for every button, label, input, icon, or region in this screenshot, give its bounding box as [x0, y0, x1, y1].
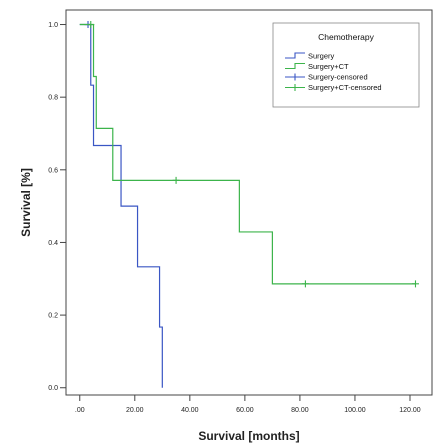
- legend-box: [272, 22, 420, 108]
- x-tick-label: 60.00: [236, 407, 254, 414]
- x-axis-title: Survival [months]: [198, 429, 299, 443]
- legend-swatch-censor: [285, 84, 305, 91]
- series-line-surgery: [79, 23, 163, 388]
- x-tick-label: 120.00: [399, 407, 421, 414]
- y-tick-label: 0.6: [48, 167, 58, 174]
- y-axis-title: Survival [%]: [19, 168, 33, 237]
- y-tick-label: 0.8: [48, 95, 58, 102]
- x-tick-label: 40.00: [181, 407, 199, 414]
- y-tick-label: 1.0: [48, 22, 58, 29]
- x-tick-label: .00: [75, 407, 85, 414]
- x-axis: .00 20.00 40.00 60.00 80.00 100.00 120.00: [75, 395, 421, 414]
- x-tick-label: 100.00: [344, 407, 366, 414]
- y-tick-label: 0.4: [48, 240, 58, 247]
- y-axis: 0.0 0.2 0.4 0.6 0.8 1.0: [48, 22, 66, 392]
- series-group: [79, 21, 419, 388]
- legend-entry-label: Surgery+CT: [308, 62, 349, 71]
- legend-entry-label: Surgery+CT-censored: [308, 83, 382, 92]
- x-tick-label: 80.00: [291, 407, 309, 414]
- legend-entry-label: Surgery: [308, 52, 335, 61]
- series-line-surgery-ct: [79, 23, 416, 285]
- censor-mark: [411, 280, 419, 288]
- legend-swatch-censor: [285, 73, 305, 81]
- legend-title: Chemotherapy: [318, 32, 375, 42]
- censor-mark: [301, 280, 309, 288]
- legend-swatch-step: [285, 62, 305, 70]
- x-tick-label: 20.00: [126, 407, 144, 414]
- censor-mark: [172, 176, 180, 184]
- y-tick-label: 0.0: [48, 385, 58, 392]
- censor-mark: [87, 21, 95, 29]
- legend-entry-label: Surgery-censored: [308, 73, 368, 82]
- legend-swatch-step: [285, 52, 305, 59]
- y-tick-label: 0.2: [48, 313, 58, 320]
